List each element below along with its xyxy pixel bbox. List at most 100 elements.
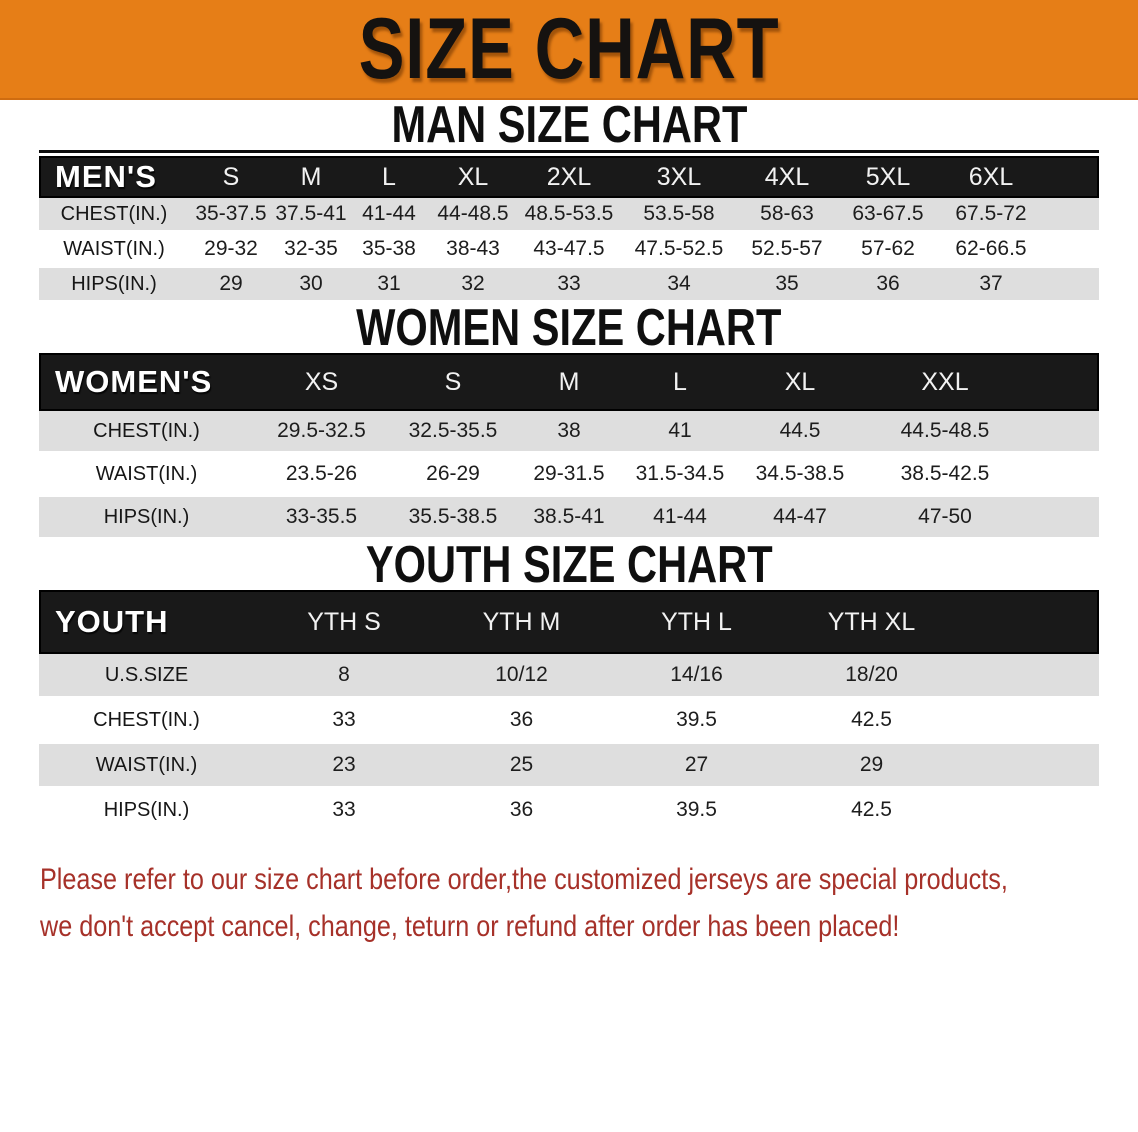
size-value-cell: 62-66.5 (955, 237, 1027, 260)
size-value-cell: 34 (667, 272, 691, 295)
size-value-cell: 38-43 (446, 237, 500, 260)
size-value-cell: 58-63 (760, 202, 814, 225)
row-label: HIPS(IN.) (103, 505, 190, 528)
size-value-cell: 44.5-48.5 (900, 419, 990, 442)
size-column-header: XXL (921, 367, 969, 396)
man-size-heading: MAN SIZE CHART (0, 96, 1138, 154)
size-value-cell: 47.5-52.5 (634, 237, 724, 260)
size-value-cell: 52.5-57 (751, 237, 823, 260)
size-value-cell: 38.5-42.5 (900, 462, 990, 485)
table-row: WAIST(IN.) 23.5-26 26-29 29-31.5 31.5-34.5 34… (39, 454, 1099, 497)
table-header-row: YOUTH YTH S YTH M YTH L YTH XL (39, 590, 1099, 654)
size-value-cell: 29 (859, 753, 884, 776)
size-value-cell: 37 (979, 272, 1003, 295)
youth-size-heading: YOUTH SIZE CHART (0, 539, 1138, 591)
size-column-header: YTH XL (827, 607, 916, 636)
disclaimer: Please refer to our size chart before or… (40, 856, 1138, 950)
table-row: WAIST(IN.) 29-32 32-35 35-38 38-43 43-47.5 47.… (39, 233, 1099, 268)
size-value-cell: 37.5-41 (275, 202, 347, 225)
size-value-cell: 36 (509, 708, 534, 731)
filler-cell (959, 744, 1099, 786)
filler-cell (1043, 268, 1099, 300)
size-value-cell: 35-37.5 (195, 202, 267, 225)
row-label: HIPS(IN.) (103, 798, 190, 821)
man-size-section: MAN SIZE CHART MEN'S S M L XL 2XL 3XL 4XL 5XL 6XL… (0, 96, 1138, 303)
row-label: CHEST(IN.) (93, 419, 200, 442)
filler-cell (959, 789, 1099, 831)
table-row: HIPS(IN.) 33 36 39.5 42.5 (39, 789, 1099, 834)
size-column-header: XL (784, 367, 816, 396)
size-value-cell: 27 (684, 753, 709, 776)
size-value-cell: 33 (332, 708, 356, 731)
size-value-cell: 38.5-41 (533, 505, 605, 528)
size-column-header: 6XL (968, 162, 1014, 191)
size-column-header: YTH L (661, 607, 732, 636)
filler-cell (1029, 454, 1099, 494)
size-column-header: 3XL (656, 162, 702, 191)
row-label: CHEST(IN.) (93, 708, 200, 731)
women-size-heading: WOMEN SIZE CHART (0, 299, 1138, 357)
size-value-cell: 18/20 (845, 663, 898, 686)
youth-size-section: YOUTH SIZE CHART YOUTH YTH S YTH M YTH L YTH… (0, 539, 1138, 834)
size-value-cell: 29-32 (204, 237, 258, 260)
size-value-cell: 29 (219, 272, 243, 295)
filler-cell (1029, 411, 1099, 451)
size-value-cell: 34.5-38.5 (755, 462, 845, 485)
size-value-cell: 23 (332, 753, 356, 776)
row-label: WAIST(IN.) (95, 753, 198, 776)
filler-cell (959, 699, 1099, 741)
size-value-cell: 31.5-34.5 (635, 462, 725, 485)
table-row: CHEST(IN.) 35-37.5 37.5-41 41-44 44-48.5 48.5… (39, 198, 1099, 233)
row-label: WAIST(IN.) (95, 462, 198, 485)
women-size-section: WOMEN SIZE CHART WOMEN'S XS S M L XL XXL CHEST(… (0, 299, 1138, 540)
size-value-cell: 32-35 (284, 237, 338, 260)
size-value-cell: 36 (509, 798, 534, 821)
mens-table-top-rule (39, 150, 1099, 153)
size-column-header: L (673, 367, 687, 396)
filler-cell (1043, 156, 1099, 198)
size-value-cell: 39.5 (676, 708, 717, 731)
size-value-cell: 30 (299, 272, 323, 295)
size-value-cell: 41-44 (362, 202, 416, 225)
size-value-cell: 35.5-38.5 (408, 505, 498, 528)
table-corner-label: YOUTH (55, 604, 169, 639)
size-column-header: S (444, 367, 462, 396)
size-column-header: YTH M (482, 607, 561, 636)
size-value-cell: 44.5 (779, 419, 821, 442)
size-value-cell: 38 (557, 419, 581, 442)
size-value-cell: 29.5-32.5 (277, 419, 366, 442)
size-value-cell: 10/12 (495, 663, 548, 686)
size-column-header: M (300, 162, 322, 191)
banner: SIZE CHART (0, 0, 1138, 100)
size-value-cell: 39.5 (676, 798, 717, 821)
size-value-cell: 25 (509, 753, 534, 776)
table-row: CHEST(IN.) 33 36 39.5 42.5 (39, 699, 1099, 744)
size-column-header: XL (457, 162, 489, 191)
table-row: CHEST(IN.) 29.5-32.5 32.5-35.5 38 41 44.5 44.5… (39, 411, 1099, 454)
size-column-header: 5XL (865, 162, 911, 191)
size-value-cell: 44-48.5 (437, 202, 509, 225)
size-value-cell: 57-62 (861, 237, 915, 260)
size-value-cell: 35 (775, 272, 799, 295)
womens-size-table: WOMEN'S XS S M L XL XXL CHEST(IN.) 29.5-32.5 32.5… (39, 353, 1099, 540)
size-value-cell: 42.5 (851, 798, 892, 821)
filler-cell (1029, 353, 1099, 411)
size-value-cell: 42.5 (851, 708, 892, 731)
row-label: HIPS(IN.) (71, 272, 157, 295)
size-value-cell: 63-67.5 (852, 202, 924, 225)
size-value-cell: 48.5-53.5 (524, 202, 614, 225)
size-value-cell: 44-47 (773, 505, 827, 528)
size-value-cell: 14/16 (670, 663, 723, 686)
size-value-cell: 32.5-35.5 (408, 419, 498, 442)
size-column-header: S (222, 162, 240, 191)
size-value-cell: 36 (876, 272, 900, 295)
women-size-heading-text: WOMEN SIZE CHART (356, 299, 782, 357)
table-corner-label: WOMEN'S (55, 364, 213, 399)
table-row: WAIST(IN.) 23 25 27 29 (39, 744, 1099, 789)
table-header-row: WOMEN'S XS S M L XL XXL (39, 353, 1099, 411)
size-column-header: YTH S (307, 607, 381, 636)
filler-cell (959, 654, 1099, 696)
filler-cell (959, 590, 1099, 654)
man-size-heading-text: MAN SIZE CHART (391, 96, 747, 154)
